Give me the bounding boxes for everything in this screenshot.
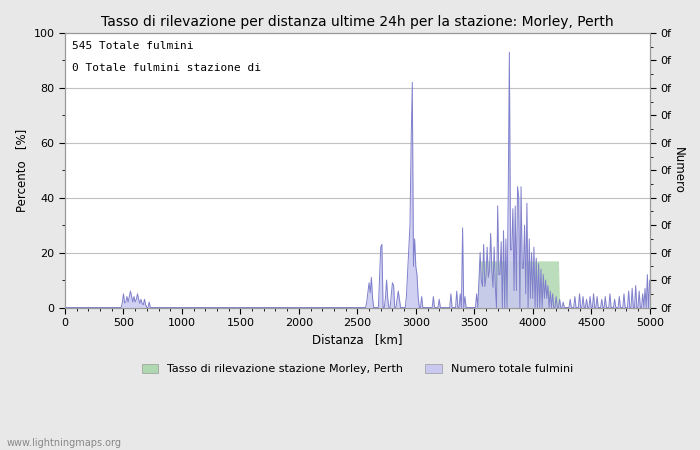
X-axis label: Distanza   [km]: Distanza [km] xyxy=(312,333,402,346)
Text: 545 Totale fulmini: 545 Totale fulmini xyxy=(72,41,193,51)
Title: Tasso di rilevazione per distanza ultime 24h per la stazione: Morley, Perth: Tasso di rilevazione per distanza ultime… xyxy=(101,15,614,29)
Text: 0 Totale fulmini stazione di: 0 Totale fulmini stazione di xyxy=(72,63,261,73)
Y-axis label: Percento   [%]: Percento [%] xyxy=(15,129,28,212)
Y-axis label: Numero: Numero xyxy=(672,147,685,194)
Text: www.lightningmaps.org: www.lightningmaps.org xyxy=(7,438,122,448)
Legend: Tasso di rilevazione stazione Morley, Perth, Numero totale fulmini: Tasso di rilevazione stazione Morley, Pe… xyxy=(137,360,578,379)
